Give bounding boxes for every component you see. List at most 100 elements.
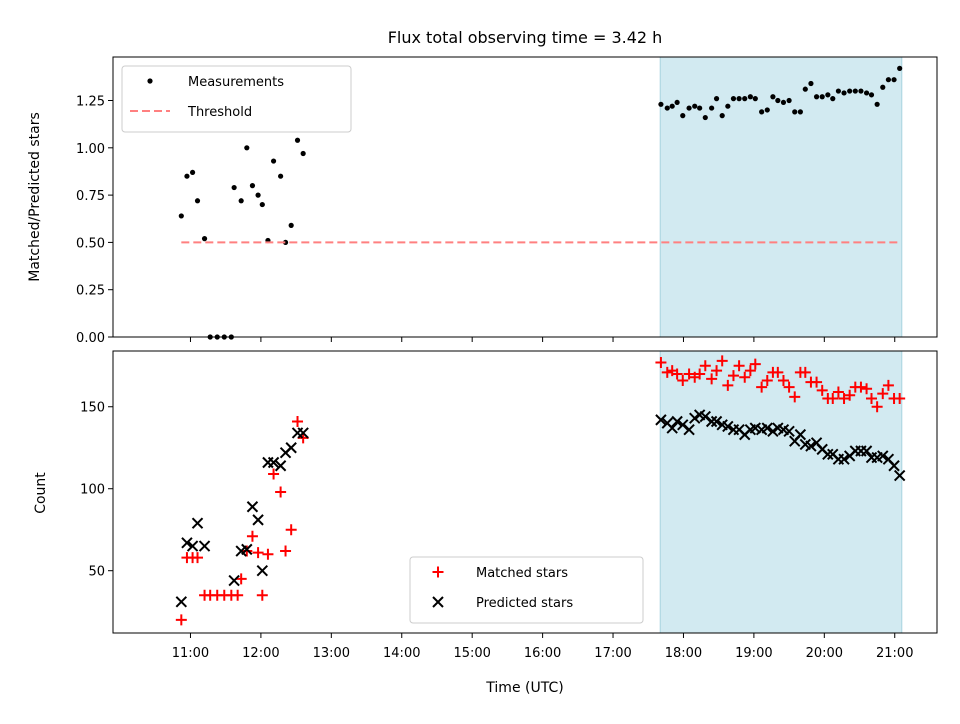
y-tick-label: 0.50 [76, 236, 105, 251]
data-point [297, 427, 309, 439]
data-point [694, 368, 706, 380]
x-axis-label: Time (UTC) [485, 680, 563, 696]
data-point [749, 358, 761, 370]
data-point [811, 376, 823, 388]
data-point [716, 355, 728, 367]
data-point [777, 375, 789, 387]
x-tick-label: 19:00 [735, 646, 772, 661]
data-point [181, 537, 193, 549]
data-point [855, 381, 867, 393]
data-point [713, 96, 720, 102]
data-point [692, 103, 698, 109]
data-point [764, 107, 770, 113]
data-point [178, 213, 184, 219]
data-point [761, 422, 773, 434]
data-point [292, 416, 304, 427]
y-tick-label: 150 [80, 401, 105, 416]
data-point [655, 414, 667, 426]
bottom-panel: 50 100 150 11:00 12:00 13:00 14:00 15:00 16:00 17… [80, 350, 938, 661]
data-point [880, 84, 886, 90]
data-point [756, 381, 768, 393]
data-point [761, 375, 773, 387]
data-point [747, 94, 753, 100]
y-tick-label: 0.75 [76, 189, 105, 204]
data-point [813, 94, 820, 100]
data-point [835, 88, 842, 94]
data-point [252, 514, 264, 526]
plot-frame [112, 56, 938, 338]
data-point [192, 552, 204, 564]
data-point [661, 366, 673, 378]
data-point [184, 173, 190, 179]
data-point [194, 198, 201, 204]
data-point [832, 386, 844, 398]
y-tick-label: 0.25 [76, 284, 105, 299]
data-point [882, 379, 894, 391]
data-point [783, 425, 795, 438]
data-point [697, 105, 703, 111]
data-point [816, 384, 828, 396]
series-measurements [178, 65, 903, 340]
data-point [683, 368, 695, 380]
data-point [739, 371, 751, 383]
data-point [680, 113, 686, 119]
data-point [825, 92, 831, 98]
top-y-axis-label: Matched/Predicted stars [27, 112, 43, 282]
x-tick-label: 15:00 [453, 646, 490, 661]
data-point [268, 468, 280, 480]
legend-marker [432, 596, 444, 608]
data-point [241, 543, 253, 556]
data-point [780, 99, 787, 106]
data-point [270, 158, 277, 164]
legend-label: Matched stars [476, 566, 568, 581]
legend: Matched stars Predicted stars [409, 556, 644, 624]
data-point [805, 440, 817, 452]
data-point [894, 393, 906, 405]
data-point [683, 423, 695, 436]
data-point [669, 103, 675, 109]
data-point [885, 77, 892, 83]
legend-label: Threshold [187, 105, 252, 120]
data-point [772, 366, 784, 378]
x-tick-label: 11:00 [172, 646, 209, 661]
top-panel: 0.00 0.25 0.50 0.75 1.00 1.25 Measurements Thre… [76, 56, 938, 346]
data-point [259, 201, 265, 208]
data-point [285, 442, 297, 454]
data-point [861, 383, 873, 395]
data-point [797, 109, 803, 115]
data-point [278, 173, 284, 179]
data-point [241, 545, 253, 557]
legend-label: Measurements [188, 75, 284, 90]
data-point [786, 97, 792, 104]
x-tick-label: 16:00 [524, 646, 561, 661]
data-point [300, 150, 306, 157]
data-point [252, 547, 264, 559]
data-point [238, 198, 244, 204]
data-point [888, 460, 900, 472]
data-point [666, 422, 678, 434]
data-point [228, 574, 240, 587]
x-tick-label: 20:00 [806, 646, 843, 661]
data-point [262, 548, 274, 560]
data-point [799, 366, 811, 378]
data-point [280, 545, 292, 557]
data-point [677, 375, 689, 387]
data-point [722, 420, 734, 433]
legend: Measurements Threshold [121, 65, 352, 133]
legend-marker [147, 78, 153, 84]
data-point [689, 412, 701, 424]
data-point [677, 419, 689, 431]
data-point [744, 365, 756, 377]
data-point [274, 460, 287, 472]
legend-marker [432, 566, 444, 578]
data-point [733, 360, 745, 372]
data-point [235, 573, 247, 585]
data-point [288, 222, 294, 228]
data-point [705, 415, 718, 428]
data-point [175, 596, 188, 608]
data-point [871, 401, 883, 413]
data-point [702, 114, 708, 121]
data-point [725, 103, 731, 109]
data-point [852, 88, 858, 94]
